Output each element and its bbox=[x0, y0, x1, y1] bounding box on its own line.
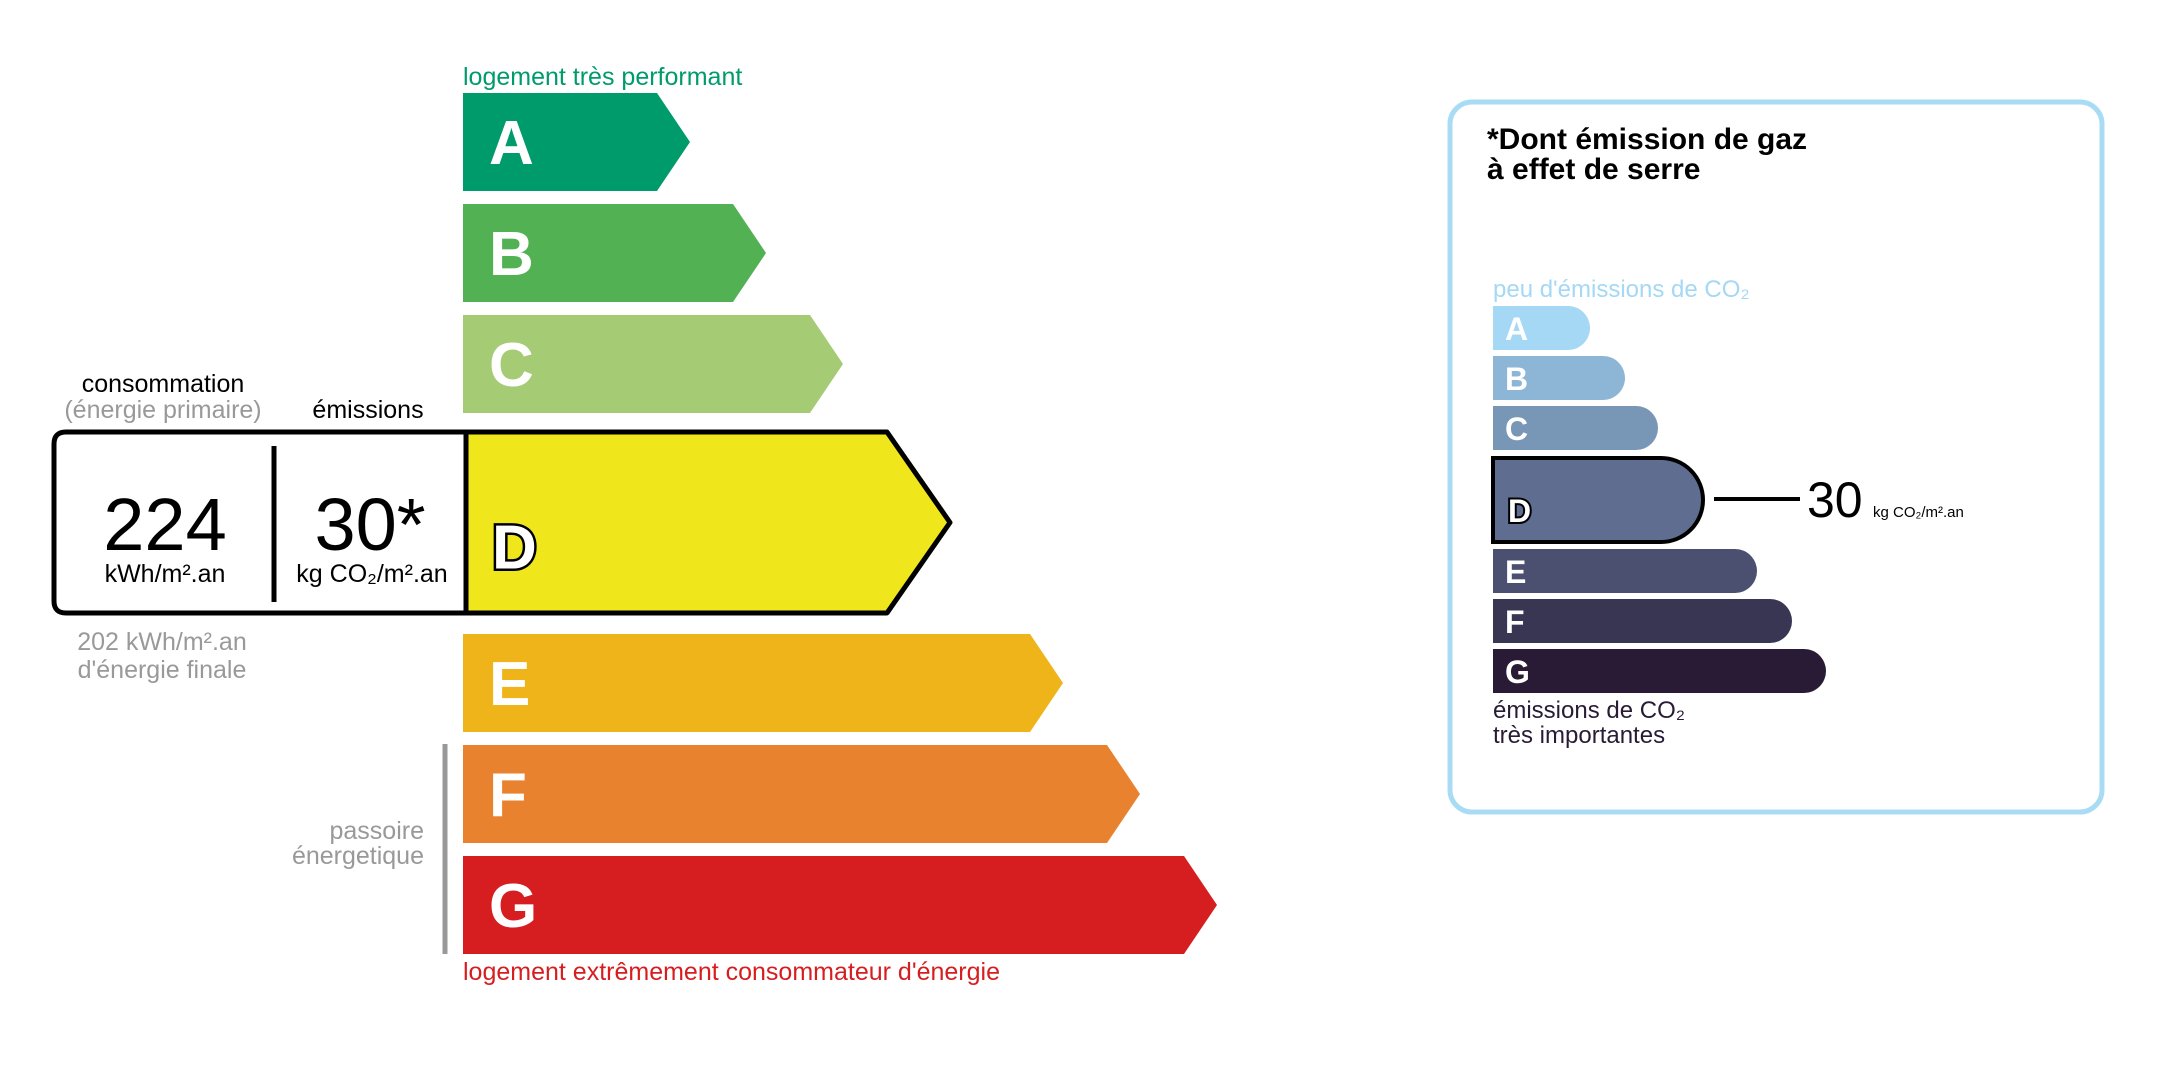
ghg-bar bbox=[1493, 599, 1792, 643]
ghg-bottom-line1: émissions de CO₂ bbox=[1493, 697, 1685, 724]
energy-bar bbox=[463, 204, 766, 302]
energy-class-letter: G bbox=[489, 872, 537, 941]
emissions-value: 30* bbox=[314, 483, 425, 566]
consumption-sublabel: (énergie primaire) bbox=[64, 396, 261, 424]
ghg-bar bbox=[1493, 549, 1757, 593]
ghg-class-letter: A bbox=[1505, 311, 1528, 347]
ghg-bar bbox=[1491, 456, 1705, 544]
ghg-class-c: C bbox=[1493, 406, 1658, 450]
energy-class-letter: D bbox=[492, 514, 537, 583]
energy-class-g: G bbox=[463, 856, 1217, 954]
emissions-label: émissions bbox=[312, 396, 423, 424]
ghg-class-e: E bbox=[1493, 549, 1757, 593]
energy-class-b: B bbox=[463, 204, 766, 302]
ghg-class-letter: G bbox=[1505, 654, 1530, 690]
ghg-class-letter: D bbox=[1508, 493, 1531, 529]
ghg-bar bbox=[1493, 356, 1625, 400]
energy-bar bbox=[463, 856, 1217, 954]
ghg-title-line2: à effet de serre bbox=[1487, 153, 1700, 186]
energy-class-letter: B bbox=[489, 220, 534, 289]
energy-class-letter: E bbox=[489, 650, 530, 719]
energy-class-c: C bbox=[463, 315, 843, 413]
ghg-bar bbox=[1493, 649, 1826, 693]
final-energy-label: d'énergie finale bbox=[78, 656, 247, 684]
ghg-class-letter: F bbox=[1505, 604, 1525, 640]
final-energy-value: 202 kWh/m².an bbox=[77, 628, 247, 656]
energy-bar bbox=[463, 93, 690, 191]
energy-class-letter: C bbox=[489, 331, 534, 400]
energy-class-e: E bbox=[463, 634, 1063, 732]
ghg-bottom-line2: très importantes bbox=[1493, 722, 1665, 749]
ghg-top-label: peu d'émissions de CO₂ bbox=[1493, 276, 1750, 303]
energy-class-f: F bbox=[463, 745, 1140, 843]
energy-bar bbox=[463, 429, 953, 616]
ghg-value: 30 bbox=[1807, 472, 1863, 528]
energy-bar bbox=[463, 315, 843, 413]
ghg-bar bbox=[1493, 306, 1590, 350]
value-box bbox=[51, 429, 469, 616]
ghg-class-f: F bbox=[1493, 599, 1792, 643]
ghg-class-a: A bbox=[1493, 306, 1590, 350]
ghg-bar bbox=[1493, 406, 1658, 450]
ghg-class-g: G bbox=[1493, 649, 1826, 693]
consumption-value: 224 bbox=[103, 483, 226, 566]
energy-class-a: A bbox=[463, 93, 690, 191]
energy-bar bbox=[463, 745, 1140, 843]
consumption-unit: kWh/m².an bbox=[105, 560, 226, 588]
energy-top-label: logement très performant bbox=[463, 63, 742, 91]
emissions-unit: kg CO₂/m².an bbox=[296, 560, 447, 588]
energy-bar bbox=[463, 634, 1063, 732]
passoire-line2: énergetique bbox=[292, 842, 424, 870]
ghg-unit: kg CO₂/m².an bbox=[1873, 504, 1964, 521]
energy-bottom-label: logement extrêmement consommateur d'éner… bbox=[463, 958, 1000, 986]
consumption-label: consommation bbox=[82, 370, 245, 398]
energy-class-letter: F bbox=[489, 761, 527, 830]
ghg-class-letter: E bbox=[1505, 554, 1526, 590]
passoire-line1: passoire bbox=[330, 817, 425, 845]
ghg-class-letter: B bbox=[1505, 361, 1528, 397]
ghg-class-letter: C bbox=[1505, 411, 1528, 447]
energy-class-letter: A bbox=[489, 109, 534, 178]
energy-class-d: D bbox=[463, 429, 953, 616]
ghg-class-b: B bbox=[1493, 356, 1625, 400]
ghg-class-d: D bbox=[1491, 456, 1705, 544]
ghg-title-line1: *Dont émission de gaz bbox=[1487, 123, 1807, 156]
